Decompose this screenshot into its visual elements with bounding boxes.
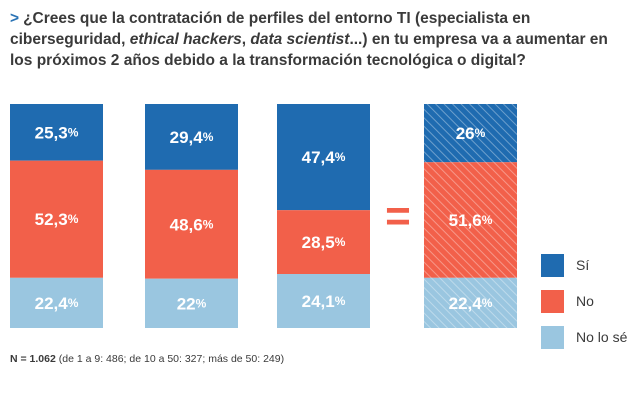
- title-text-1: ¿Crees que la contratación de perfiles d…: [10, 10, 531, 48]
- title-sep: ,: [241, 31, 251, 48]
- legend-swatch-no-lo-se: [541, 325, 564, 349]
- chevron-icon: >: [10, 10, 20, 27]
- legend-item-no: No: [541, 289, 627, 313]
- equals-sign: =: [385, 192, 411, 241]
- bar-no-lo-s--de-1-a-9: [10, 277, 103, 328]
- sample-breakdown: (de 1 a 9: 486; de 10 a 50: 327; más de …: [58, 353, 285, 365]
- data-label-s--de-1-a-9: 25,3%: [35, 123, 79, 142]
- title-italic-1: ethical hackers: [129, 31, 242, 48]
- data-label-s--m-s-de-50: 47,4%: [302, 148, 346, 167]
- legend-swatch-no: [541, 289, 564, 313]
- bar-no-lo-s--de-10-a-50: [145, 278, 238, 328]
- data-label-s--total: 26%: [456, 124, 486, 143]
- data-label-no-total: 51,6%: [449, 211, 493, 230]
- bar-s--de-1-a-9: [10, 104, 103, 161]
- legend-item-no-lo-se: No lo sé: [541, 325, 628, 349]
- bar-hatch-no-lo-s-: [424, 277, 517, 328]
- data-label-s--de-10-a-50: 29,4%: [170, 127, 214, 146]
- legend: Sí No No lo sé: [541, 253, 628, 362]
- legend-swatch-si: [541, 253, 564, 277]
- data-label-no-lo-s--de-1-a-9: 22,4%: [35, 293, 79, 312]
- title-text-2: ...) en tu empresa va a aumentar en los …: [10, 31, 608, 69]
- bar-hatch-s-: [424, 104, 517, 163]
- legend-item-si: Sí: [541, 253, 627, 277]
- legend-label-no: No: [576, 293, 594, 309]
- title-italic-2: data scientist: [250, 31, 350, 48]
- data-label-no-m-s-de-50: 28,5%: [302, 233, 346, 252]
- bar-s--m-s-de-50: [277, 104, 370, 211]
- data-label-no-de-1-a-9: 52,3%: [35, 210, 79, 229]
- legend-label-si: Sí: [576, 257, 590, 273]
- legend-label-no-lo-se: No lo sé: [576, 329, 628, 345]
- bar-no-lo-s--m-s-de-50: [277, 274, 370, 328]
- bar-no-de-10-a-50: [145, 169, 238, 279]
- data-label-no-lo-s--m-s-de-50: 24,1%: [302, 292, 346, 311]
- chart-title: > ¿Crees que la contratación de perfiles …: [10, 8, 610, 71]
- bar-no-de-1-a-9: [10, 160, 103, 278]
- sample-size: N = 1.062: [10, 353, 56, 365]
- bar-no-m-s-de-50: [277, 210, 370, 275]
- data-label-no-lo-s--total: 22,4%: [449, 293, 493, 312]
- data-label-no-de-10-a-50: 48,6%: [170, 215, 214, 234]
- bar-s--de-10-a-50: [145, 104, 238, 170]
- data-label-no-lo-s--de-10-a-50: 22%: [177, 294, 207, 313]
- bar-hatch-no: [424, 162, 517, 278]
- sample-footnote: N = 1.062 (de 1 a 9: 486; de 10 a 50: 32…: [10, 353, 284, 365]
